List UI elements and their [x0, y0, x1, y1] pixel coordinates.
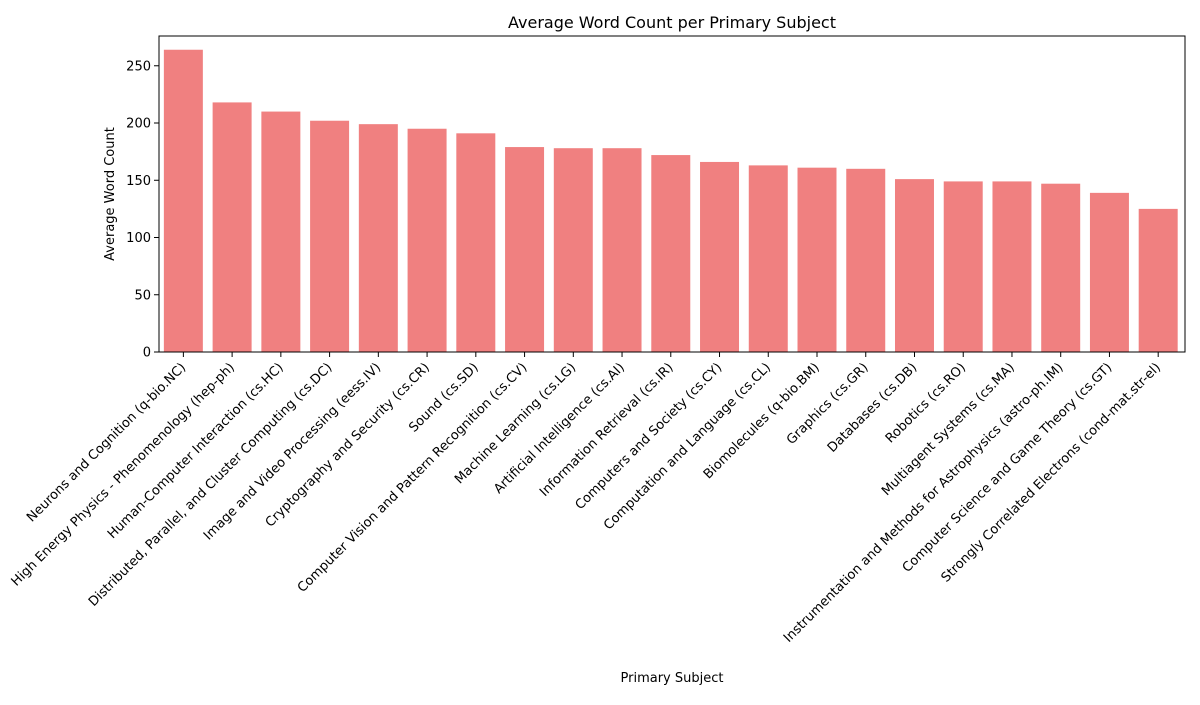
bar: [407, 128, 447, 352]
y-axis-title: Average Word Count: [103, 127, 118, 261]
x-axis-title: Primary Subject: [621, 671, 724, 686]
x-axis: Neurons and Cognition (q-bio.NC)High Ene…: [9, 352, 1164, 646]
bar: [1041, 183, 1081, 352]
y-axis: 0 50 100 150 200 250: [126, 59, 159, 361]
bar: [894, 179, 934, 352]
bar: [163, 49, 203, 353]
bar: [992, 181, 1032, 352]
chart-title: Average Word Count per Primary Subject: [508, 13, 836, 32]
bar: [1089, 192, 1129, 352]
y-tick-label: 100: [126, 231, 151, 246]
y-tick-label: 50: [134, 288, 151, 303]
bar: [651, 155, 691, 352]
bar: [456, 133, 496, 352]
y-tick-label: 150: [126, 174, 151, 189]
bar: [943, 181, 983, 352]
bar: [602, 148, 642, 352]
x-tick-label: Graphics (cs.GR): [784, 360, 872, 448]
bar: [212, 102, 252, 352]
y-tick-label: 250: [126, 59, 151, 74]
bar: [261, 111, 301, 352]
bar: [700, 161, 740, 352]
bar: [310, 120, 350, 352]
x-tick-label: Human-Computer Interaction (cs.HC): [105, 360, 287, 542]
bar: [505, 147, 545, 352]
x-tick-label: High Energy Physics - Phenomenology (hep…: [9, 360, 238, 589]
bar: [846, 168, 886, 352]
x-tick-label: Computer Vision and Pattern Recognition …: [295, 360, 530, 595]
y-tick-label: 200: [126, 117, 151, 132]
x-tick-label: Image and Video Processing (eess.IV): [201, 360, 384, 543]
bar: [553, 148, 593, 352]
bar: [797, 167, 837, 352]
bar: [358, 124, 398, 352]
bar: [748, 165, 788, 352]
bar: [1138, 208, 1178, 352]
plot-frame: [158, 35, 1186, 353]
bars-group: [163, 49, 1178, 353]
y-tick-label: 0: [143, 346, 151, 361]
x-tick-label: Databases (cs.DB): [825, 360, 921, 456]
